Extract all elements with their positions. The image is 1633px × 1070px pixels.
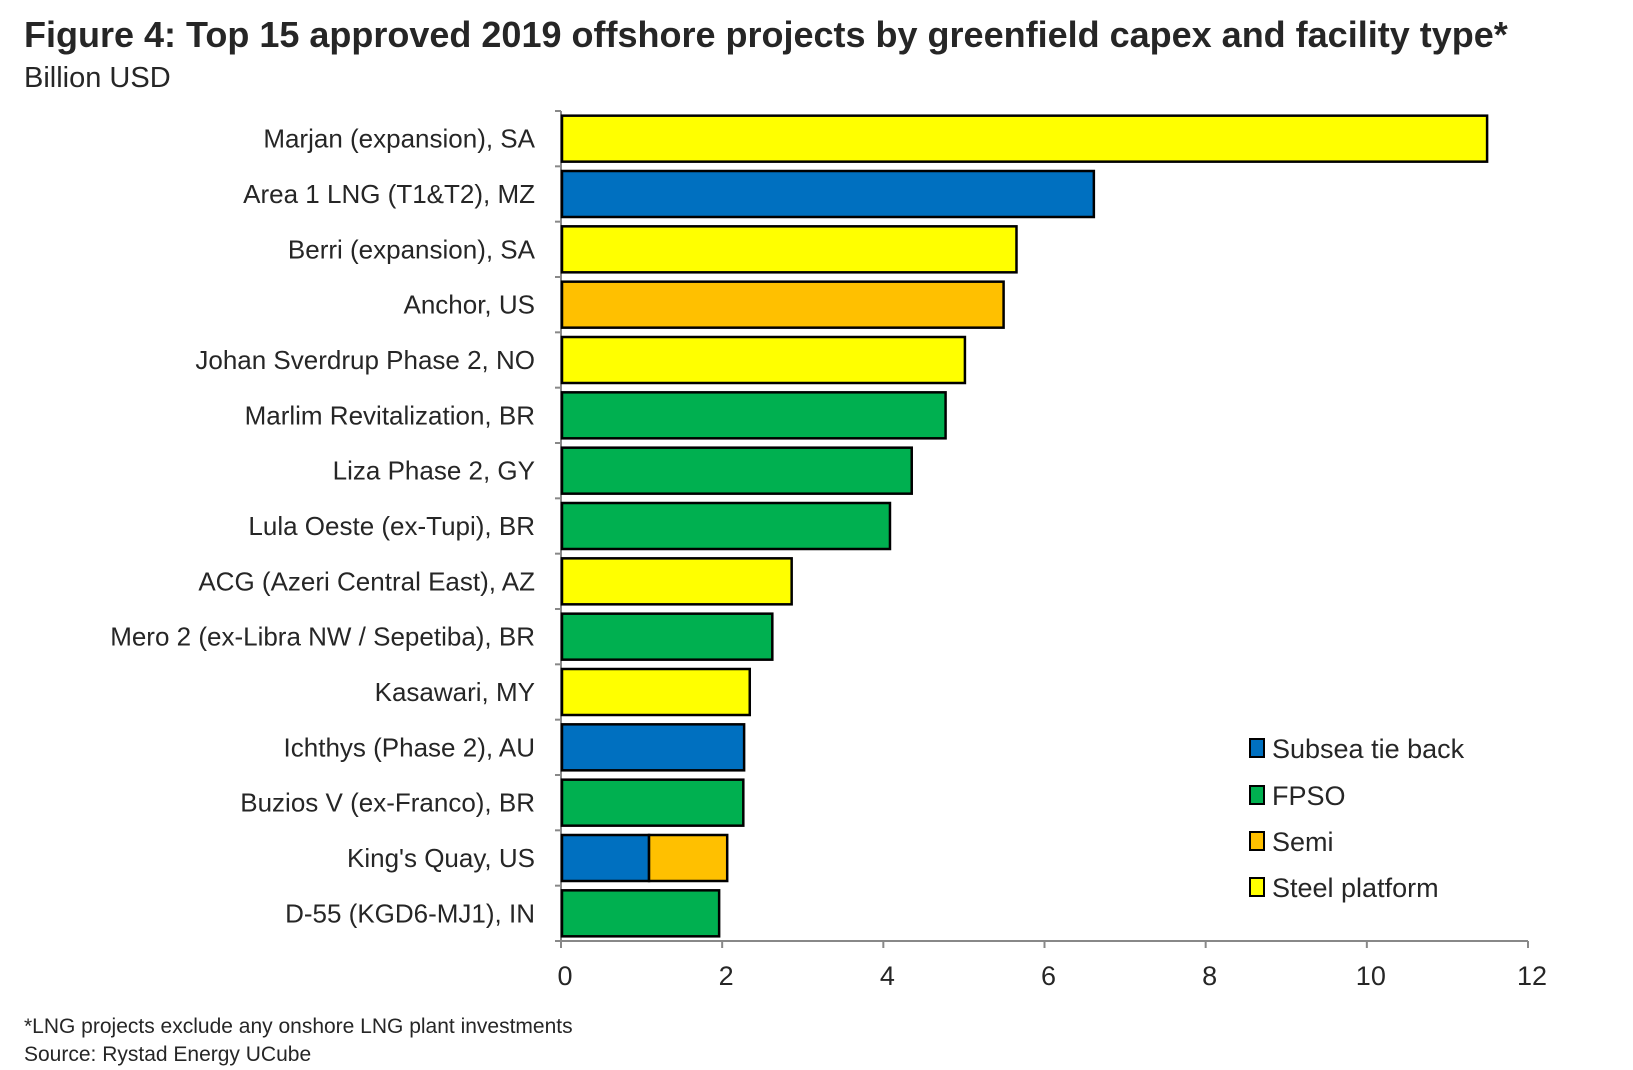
category-label: Marjan (expansion), SA [263,124,535,154]
legend-swatch [1249,877,1265,897]
legend-label: Semi [1272,827,1334,857]
bar-semi [647,833,729,883]
legend-label: Subsea tie back [1272,734,1465,764]
category-label: Marlim Revitalization, BR [245,400,535,430]
category-label: Lula Oeste (ex-Tupi), BR [248,511,535,541]
legend-label: Steel platform [1272,873,1439,903]
x-tick-label: 6 [1041,961,1056,991]
bar-steel-platform [560,225,1018,274]
category-label: Johan Sverdrup Phase 2, NO [195,345,535,375]
x-tick-label: 0 [557,961,572,991]
category-label: D-55 (KGD6-MJ1), IN [285,898,535,928]
bar-semi [560,280,1005,329]
bar-fpso [560,391,947,440]
category-label: Anchor, US [403,290,535,320]
category-label: Ichthys (Phase 2), AU [284,732,535,762]
bar-steel-platform [560,335,967,385]
category-label: Area 1 LNG (T1&T2), MZ [243,179,535,209]
source-note: Source: Rystad Energy UCube [24,1043,312,1066]
bar-steel-platform [560,114,1489,163]
bar-fpso [560,778,745,827]
bar-subsea-tie-back [560,833,651,883]
bar-subsea-tie-back [560,723,746,772]
chart-subtitle: Billion USD [24,62,171,94]
legend-label: FPSO [1272,781,1346,811]
bar-fpso [560,889,721,938]
category-label: Berri (expansion), SA [288,234,536,264]
category-label: Buzios V (ex-Franco), BR [240,788,535,818]
bar-fpso [560,501,892,551]
category-label: Liza Phase 2, GY [333,456,535,486]
bar-steel-platform [560,667,752,717]
bar-fpso [560,446,913,495]
category-label: Kasawari, MY [375,677,535,707]
x-tick-label: 8 [1202,961,1217,991]
category-label: King's Quay, US [347,843,535,873]
x-tick-label: 2 [719,961,734,991]
bar-steel-platform [560,557,793,606]
footnote: *LNG projects exclude any onshore LNG pl… [24,1015,573,1038]
x-tick-label: 12 [1517,961,1547,991]
bar-subsea-tie-back [560,169,1096,219]
bar-fpso [560,612,774,661]
legend-swatch [1249,738,1265,758]
category-label: ACG (Azeri Central East), AZ [198,566,535,596]
x-tick-label: 10 [1356,961,1386,991]
chart-title: Figure 4: Top 15 approved 2019 offshore … [24,14,1508,55]
legend-swatch [1249,785,1265,805]
legend-swatch [1249,831,1265,851]
category-label: Mero 2 (ex-Libra NW / Sepetiba), BR [110,622,535,652]
x-tick-label: 4 [880,961,895,991]
